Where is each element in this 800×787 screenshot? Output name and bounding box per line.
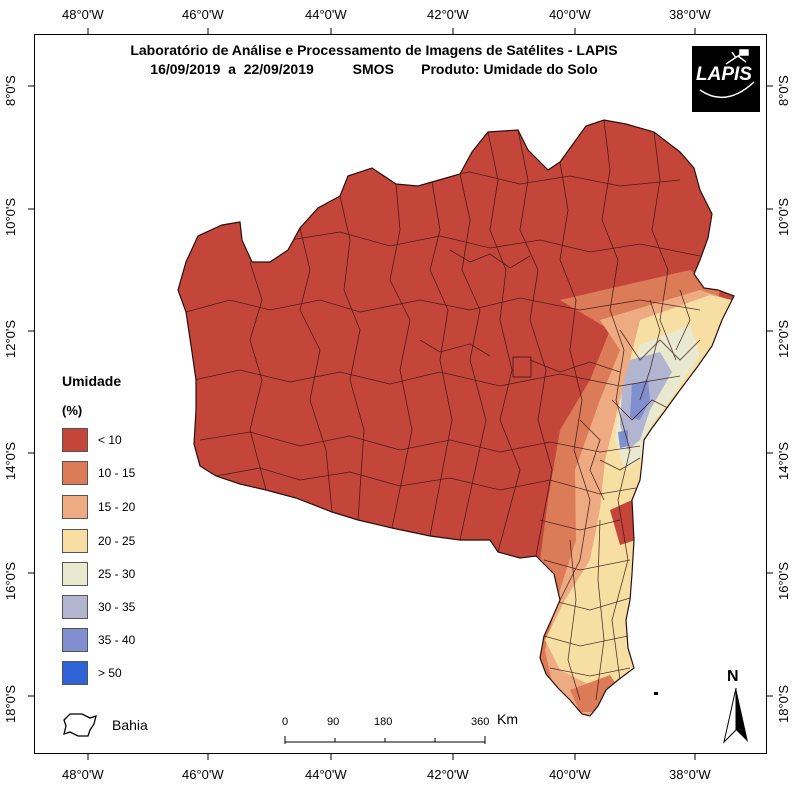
lon-label-bottom-42w: 42°0'W: [427, 767, 469, 782]
lon-label-bottom-48w: 48°0'W: [62, 767, 104, 782]
legend-title: Umidade: [62, 373, 122, 389]
legend-unit: (%): [62, 403, 83, 418]
legend-swatch: [62, 628, 88, 652]
legend-swatch: [62, 428, 88, 452]
legend-swatch: [62, 495, 88, 519]
lon-label-top-38w: 38°0'W: [669, 7, 711, 22]
lapis-logo: LAPIS: [692, 46, 760, 112]
lon-label-bottom-40w: 40°0'W: [549, 767, 591, 782]
lon-label-bottom-44w: 44°0'W: [305, 767, 347, 782]
satellite-icon: [699, 49, 755, 99]
legend-swatch: [62, 661, 88, 685]
bahia-outline-icon: [63, 713, 97, 737]
legend-swatch: [62, 562, 88, 586]
legend-label: 35 - 40: [98, 633, 136, 647]
scale-tick-label: 360: [471, 716, 490, 728]
lon-label-top-42w: 42°0'W: [427, 7, 469, 22]
scale-unit: Km: [497, 711, 518, 727]
map-title: Laboratório de Análise e Processamento d…: [130, 42, 618, 58]
legend-swatch: [62, 595, 88, 619]
legend-label: 20 - 25: [98, 534, 136, 548]
map-subtitle: 16/09/2019 a 22/09/2019 SMOS Produto: Um…: [150, 61, 598, 77]
inset-label: Bahia: [112, 717, 148, 733]
lon-label-top-48w: 48°0'W: [62, 7, 104, 22]
legend-label: 25 - 30: [98, 567, 136, 581]
lon-label-top-46w: 46°0'W: [182, 7, 224, 22]
legend-label: 15 - 20: [98, 500, 136, 514]
logo-text: LAPIS: [696, 64, 752, 85]
lon-label-top-44w: 44°0'W: [305, 7, 347, 22]
legend-swatch: [62, 529, 88, 553]
legend-label: 30 - 35: [98, 600, 136, 614]
lon-label-top-40w: 40°0'W: [549, 7, 591, 22]
scale-bar: [284, 736, 486, 744]
legend-swatch: [62, 461, 88, 485]
legend-label: < 10: [98, 433, 122, 447]
scale-tick-label: 180: [374, 716, 393, 728]
scale-tick-label: 90: [327, 716, 340, 728]
north-arrow-icon: [723, 687, 748, 744]
lon-label-bottom-46w: 46°0'W: [182, 767, 224, 782]
north-label: N: [727, 668, 739, 685]
legend-label: > 50: [98, 666, 122, 680]
legend-label: 10 - 15: [98, 466, 136, 480]
lon-label-bottom-38w: 38°0'W: [669, 767, 711, 782]
scale-tick-label: 0: [282, 716, 289, 728]
map-frame: [34, 34, 767, 754]
